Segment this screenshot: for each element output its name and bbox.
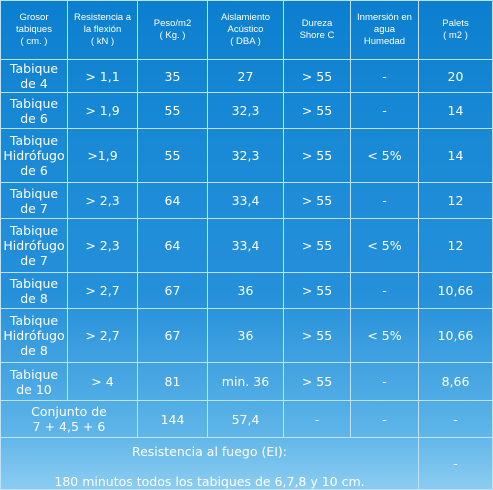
cell-peso: 55 <box>138 93 208 129</box>
cell-flexion: > 4 <box>68 363 138 401</box>
conjunto-dureza: - <box>284 401 351 438</box>
cell-inmersion: < 5% <box>351 309 419 363</box>
cell-flexion: > 1,9 <box>68 93 138 129</box>
conjunto-inmersion: - <box>351 401 419 438</box>
conjunto-aislamiento: 57,4 <box>208 401 284 438</box>
cell-peso: 81 <box>138 363 208 401</box>
cell-dureza: > 55 <box>284 60 351 93</box>
table-row: Tabique de 10 > 4 81 min. 36 > 55 - 8,66 <box>0 363 493 401</box>
cell-flexion: >1,9 <box>68 129 138 183</box>
cell-flexion: > 2,7 <box>68 309 138 363</box>
table-row: Tabique Hidrófugo de 8 > 2,7 67 36 > 55 < … <box>0 309 493 363</box>
cell-aislamiento: 33,4 <box>208 183 284 219</box>
table-body: Tabique de 4 > 1,1 35 27 > 55 - 20 Tabiqu… <box>0 60 493 490</box>
table-header: Grosor tabiques ( cm. ) Resistencia a la… <box>0 0 493 60</box>
cell-inmersion: - <box>351 60 419 93</box>
table-row: Tabique Hidrófugo de 6 >1,9 55 32,3 > 55 <… <box>0 129 493 183</box>
cell-inmersion: - <box>351 183 419 219</box>
cell-aislamiento: 27 <box>208 60 284 93</box>
row-name: Tabique de 7 <box>0 183 68 219</box>
cell-flexion: > 2,7 <box>68 273 138 309</box>
cell-palets: 10,66 <box>419 273 493 309</box>
cell-aislamiento: 36 <box>208 309 284 363</box>
row-name: Tabique de 10 <box>0 363 68 401</box>
header-grosor: Grosor tabiques ( cm. ) <box>0 0 68 60</box>
cell-inmersion: < 5% <box>351 129 419 183</box>
header-resistencia-flexion: Resistencia a la flexión ( kN ) <box>68 0 138 60</box>
cell-peso: 64 <box>138 183 208 219</box>
cell-aislamiento: 32,3 <box>208 93 284 129</box>
cell-inmersion: < 5% <box>351 219 419 273</box>
cell-inmersion: - <box>351 273 419 309</box>
cell-dureza: > 55 <box>284 93 351 129</box>
cell-peso: 35 <box>138 60 208 93</box>
cell-dureza: > 55 <box>284 273 351 309</box>
header-dureza: Dureza Shore C <box>284 0 351 60</box>
cell-dureza: > 55 <box>284 219 351 273</box>
header-row: Grosor tabiques ( cm. ) Resistencia a la… <box>0 0 493 60</box>
header-inmersion: Inmersión en agua Humedad <box>351 0 419 60</box>
header-palets: Palets ( m2 ) <box>419 0 493 60</box>
cell-inmersion: - <box>351 363 419 401</box>
row-name: Tabique Hidrófugo de 6 <box>0 129 68 183</box>
cell-peso: 67 <box>138 273 208 309</box>
cell-flexion: > 2,3 <box>68 183 138 219</box>
row-name: Tabique de 4 <box>0 60 68 93</box>
cell-palets: 12 <box>419 219 493 273</box>
cell-dureza: > 55 <box>284 129 351 183</box>
cell-dureza: > 55 <box>284 363 351 401</box>
cell-palets: 14 <box>419 129 493 183</box>
row-name: Tabique de 6 <box>0 93 68 129</box>
row-name: Tabique Hidrófugo de 7 <box>0 219 68 273</box>
fire-row: Resistencia al fuego (EI): 180 minutos t… <box>0 438 493 490</box>
fire-resistance-note: Resistencia al fuego (EI): 180 minutos t… <box>0 438 419 490</box>
fire-palets: - <box>419 438 493 490</box>
cell-flexion: > 2,3 <box>68 219 138 273</box>
conjunto-name: Conjunto de 7 + 4,5 + 6 <box>0 401 138 438</box>
cell-palets: 20 <box>419 60 493 93</box>
cell-inmersion: - <box>351 93 419 129</box>
header-aislamiento: Aislamiento Acústico ( DBA ) <box>208 0 284 60</box>
cell-aislamiento: min. 36 <box>208 363 284 401</box>
conjunto-palets: - <box>419 401 493 438</box>
cell-aislamiento: 32,3 <box>208 129 284 183</box>
table-row: Tabique de 7 > 2,3 64 33,4 > 55 - 12 <box>0 183 493 219</box>
cell-palets: 10,66 <box>419 309 493 363</box>
cell-dureza: > 55 <box>284 183 351 219</box>
cell-peso: 64 <box>138 219 208 273</box>
cell-peso: 67 <box>138 309 208 363</box>
cell-aislamiento: 36 <box>208 273 284 309</box>
table-row: Tabique de 6 > 1,9 55 32,3 > 55 - 14 <box>0 93 493 129</box>
cell-flexion: > 1,1 <box>68 60 138 93</box>
cell-aislamiento: 33,4 <box>208 219 284 273</box>
row-name: Tabique de 8 <box>0 273 68 309</box>
cell-palets: 12 <box>419 183 493 219</box>
conjunto-row: Conjunto de 7 + 4,5 + 6 144 57,4 - - - <box>0 401 493 438</box>
cell-peso: 55 <box>138 129 208 183</box>
cell-palets: 8,66 <box>419 363 493 401</box>
conjunto-peso: 144 <box>138 401 208 438</box>
fire-title: Resistencia al fuego (EI): <box>131 444 288 459</box>
cell-dureza: > 55 <box>284 309 351 363</box>
table-row: Tabique Hidrófugo de 7 > 2,3 64 33,4 > 55 … <box>0 219 493 273</box>
cell-palets: 14 <box>419 93 493 129</box>
fire-body: 180 minutos todos los tabiques de 6,7,8 … <box>54 474 365 489</box>
table-row: Tabique de 8 > 2,7 67 36 > 55 - 10,66 <box>0 273 493 309</box>
row-name: Tabique Hidrófugo de 8 <box>0 309 68 363</box>
table-row: Tabique de 4 > 1,1 35 27 > 55 - 20 <box>0 60 493 93</box>
header-peso: Peso/m2 ( Kg. ) <box>138 0 208 60</box>
